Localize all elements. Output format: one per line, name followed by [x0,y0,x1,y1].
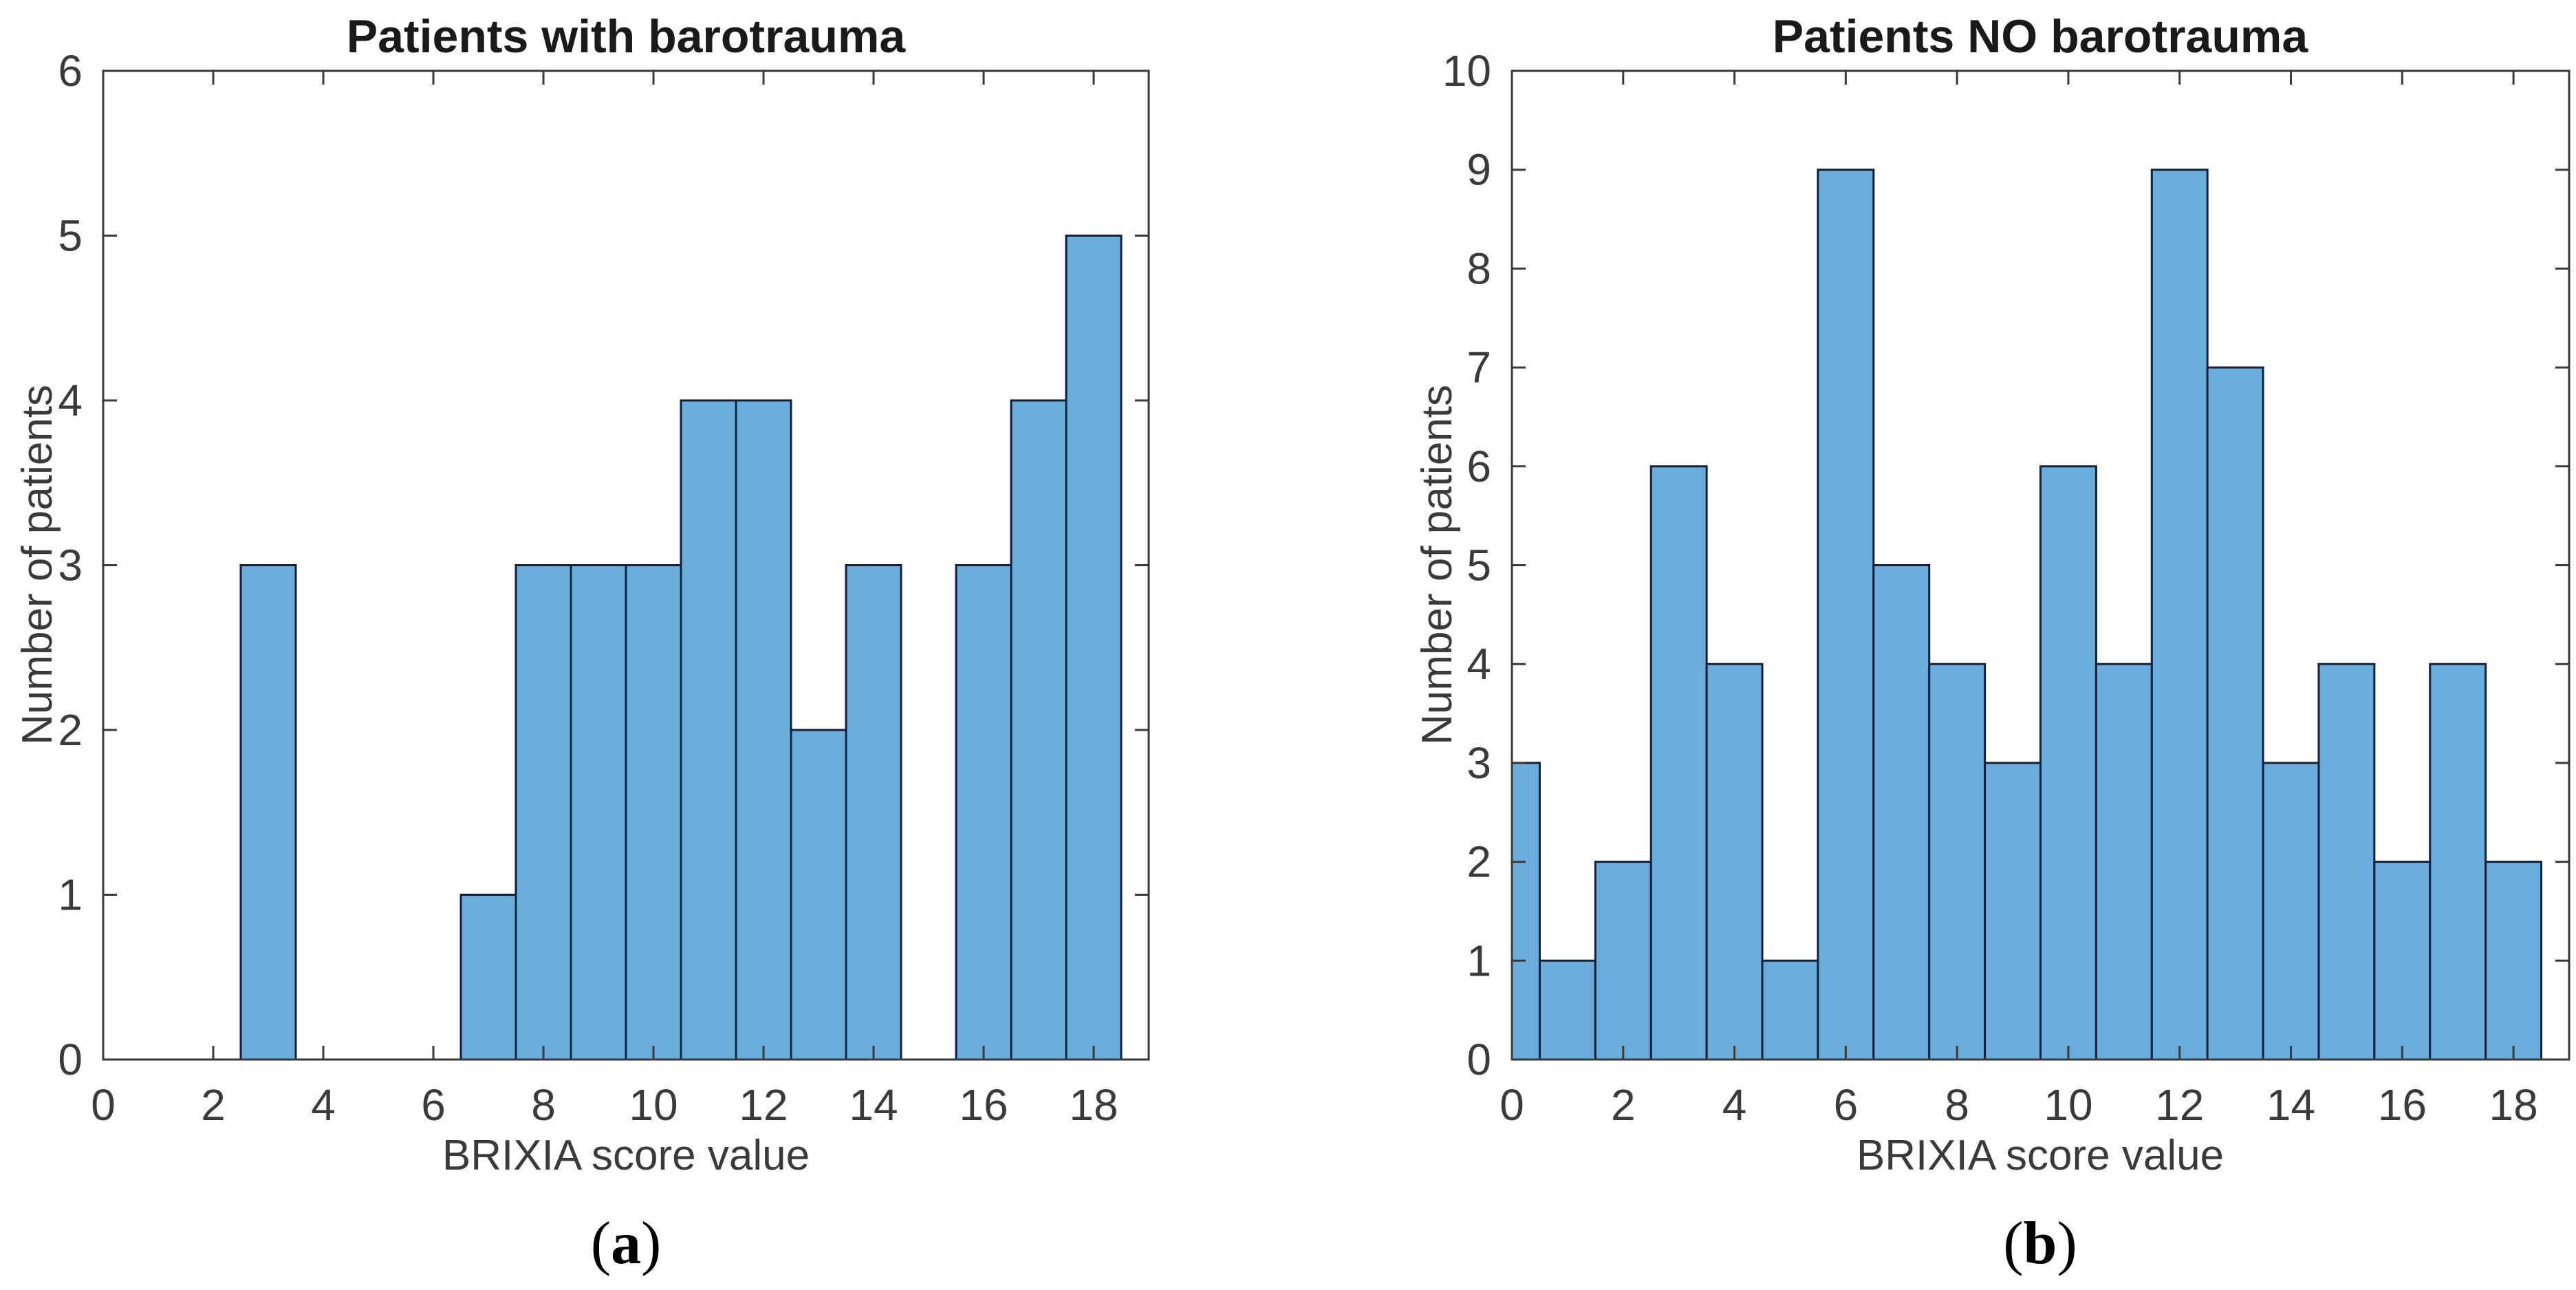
x-tick-label: 10 [2044,1080,2092,1130]
histogram-bar [1010,399,1068,1061]
caption-paren-close: ) [2057,1210,2077,1277]
x-tick-label: 8 [1945,1080,1969,1130]
y-tick-label: 4 [1466,639,1491,689]
y-tick-label: 6 [1466,442,1491,491]
histogram-bar [1538,959,1597,1061]
x-axis-label: BRIXIA score value [442,1132,810,1179]
x-tick-label: 4 [311,1080,336,1130]
histogram-bar [790,729,847,1061]
histogram-bar [1872,564,1931,1061]
x-tick-label: 2 [201,1080,226,1130]
histogram-bar [735,399,792,1061]
y-tick-label: 5 [1466,541,1491,590]
x-tick-label: 14 [849,1080,898,1130]
x-axis-label: BRIXIA score value [1857,1132,2224,1179]
caption-paren-open: ( [591,1210,611,1277]
y-tick-label: 2 [58,705,83,755]
y-tick-label: 1 [1466,936,1491,985]
x-tick-label: 12 [2155,1080,2204,1130]
x-tick-label: 18 [1069,1080,1118,1130]
histogram-bar [570,564,627,1061]
caption-b: (b) [2003,1210,2077,1277]
y-tick-label: 2 [1466,837,1491,887]
histogram-bar [2095,663,2153,1061]
histogram-bar [1511,762,1541,1061]
histogram-bar [459,894,517,1061]
histogram-bar [845,564,902,1061]
histogram-bar [625,564,682,1061]
histogram-bar [1817,169,1875,1061]
caption-letter: a [611,1210,641,1277]
x-tick-label: 4 [1722,1080,1747,1130]
x-tick-label: 2 [1611,1080,1636,1130]
chart-title: Patients with barotrauma [347,10,907,63]
histogram-bar [515,564,572,1061]
histogram-bar [2373,861,2432,1061]
histogram-bar [955,564,1013,1061]
x-tick-label: 0 [91,1080,116,1130]
y-tick-label: 0 [58,1035,83,1084]
x-tick-label: 0 [1500,1080,1524,1130]
y-tick-label: 1 [58,870,83,920]
histogram-bar [1928,663,1987,1061]
histogram-bar [2429,663,2487,1061]
caption-paren-close: ) [641,1210,661,1277]
x-tick-label: 16 [959,1080,1008,1130]
y-tick-label: 10 [1442,46,1491,96]
histogram-bar [1984,762,2042,1061]
x-tick-label: 12 [739,1080,788,1130]
histogram-bar [1065,235,1123,1061]
y-tick-label: 7 [1466,343,1491,392]
histogram-bar [1594,861,1652,1061]
caption-a: (a) [591,1210,662,1277]
x-tick-label: 6 [421,1080,446,1130]
x-tick-label: 10 [629,1080,678,1130]
y-tick-label: 3 [58,541,83,590]
x-tick-label: 16 [2378,1080,2427,1130]
histogram-bar [239,564,297,1061]
histogram-bar [680,399,737,1061]
chart-title: Patients NO barotrauma [1773,10,2309,63]
histogram-bar [1705,663,1764,1061]
y-tick-label: 4 [58,376,83,425]
y-tick-label: 9 [1466,145,1491,195]
histogram-bar [2150,169,2209,1061]
histogram-bar [1649,465,1708,1061]
y-axis-label: Number of patients [14,385,61,745]
y-tick-label: 3 [1466,738,1491,788]
histogram-bar [2262,762,2320,1061]
y-tick-label: 0 [1466,1035,1491,1084]
x-tick-label: 14 [2266,1080,2315,1130]
histogram-bar [1761,959,1819,1061]
x-tick-label: 6 [1834,1080,1859,1130]
x-tick-label: 18 [2489,1080,2538,1130]
y-tick-label: 6 [58,46,83,96]
histogram-bar [2485,861,2543,1061]
y-axis-label: Number of patients [1414,385,1461,745]
y-tick-label: 5 [58,211,83,261]
caption-letter: b [2024,1210,2057,1277]
histogram-bar [2317,663,2376,1061]
histogram-bar [2039,465,2097,1061]
caption-paren-open: ( [2003,1210,2023,1277]
histogram-bar [2206,366,2264,1061]
y-tick-label: 8 [1466,244,1491,293]
x-tick-label: 8 [531,1080,556,1130]
